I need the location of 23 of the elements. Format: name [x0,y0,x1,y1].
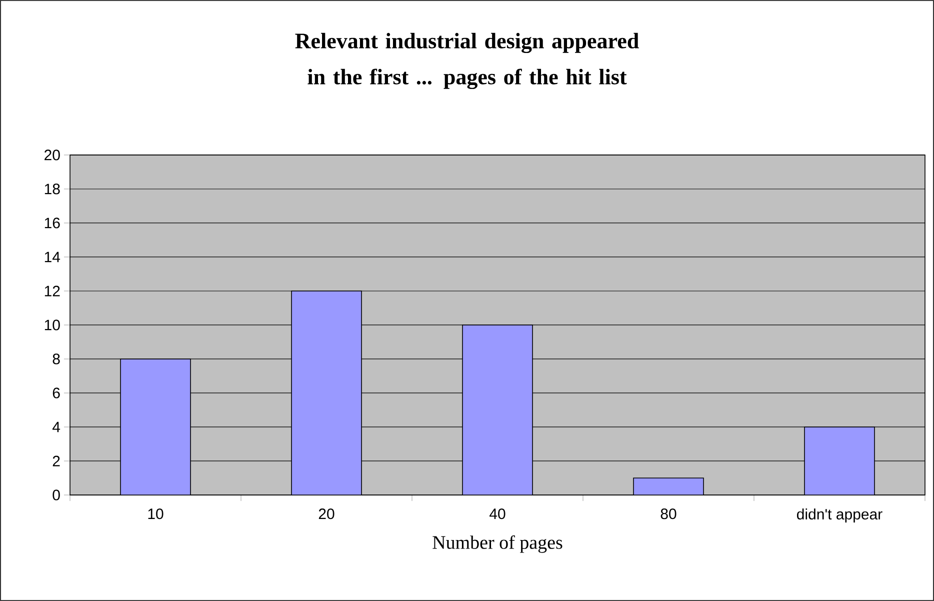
y-tick-label: 16 [44,218,60,228]
bar [120,358,191,495]
bar [462,324,533,495]
y-tick-label: 2 [52,456,60,466]
x-tick-label: didn't appear [796,508,882,522]
bar [804,426,875,495]
x-tick-label: 20 [318,508,334,520]
y-tick-label: 18 [44,184,60,194]
y-tick-label: 4 [52,422,60,432]
y-tick-label: 10 [44,320,60,330]
bar [633,478,704,495]
y-tick-label: 6 [52,388,60,398]
y-tick-label: 8 [52,354,60,364]
y-tick-label: 14 [44,252,60,262]
x-axis-title: Number of pages [432,535,562,553]
y-tick-label: 20 [44,150,60,160]
x-tick-label: 40 [490,508,506,520]
x-tick-label: 80 [660,508,676,520]
chart-title: Relevant industrial design appeared in the first ... pages of the hit list [295,32,639,90]
y-tick-label: 12 [44,286,60,296]
y-tick-label: 0 [52,490,60,500]
bar [291,290,362,495]
x-tick-label: 10 [148,508,164,520]
